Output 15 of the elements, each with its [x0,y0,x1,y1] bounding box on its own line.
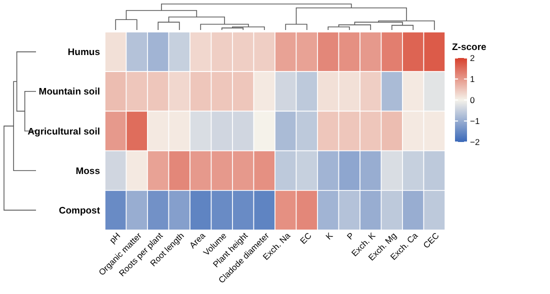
color-bar-label: 1 [470,74,475,84]
y-tick-label: Moss [76,166,100,177]
y-tick-label: Mountain soil [38,86,100,98]
color-bar-label: 0 [470,94,475,105]
color-bar-title: Z-score [452,42,486,53]
x-tick-label: pH [107,230,122,246]
color-bar-label: −2 [470,136,480,147]
x-tick-label: P [344,230,356,242]
x-tick-label: K [324,230,335,242]
x-tick-label: EC [298,230,314,246]
y-tick-label: Agricultural soil [28,126,100,138]
color-bar-label: −1 [470,116,480,126]
y-tick-label: Humus [68,47,100,58]
y-tick-label: Compost [58,206,101,217]
color-bar-label: 2 [470,52,475,63]
